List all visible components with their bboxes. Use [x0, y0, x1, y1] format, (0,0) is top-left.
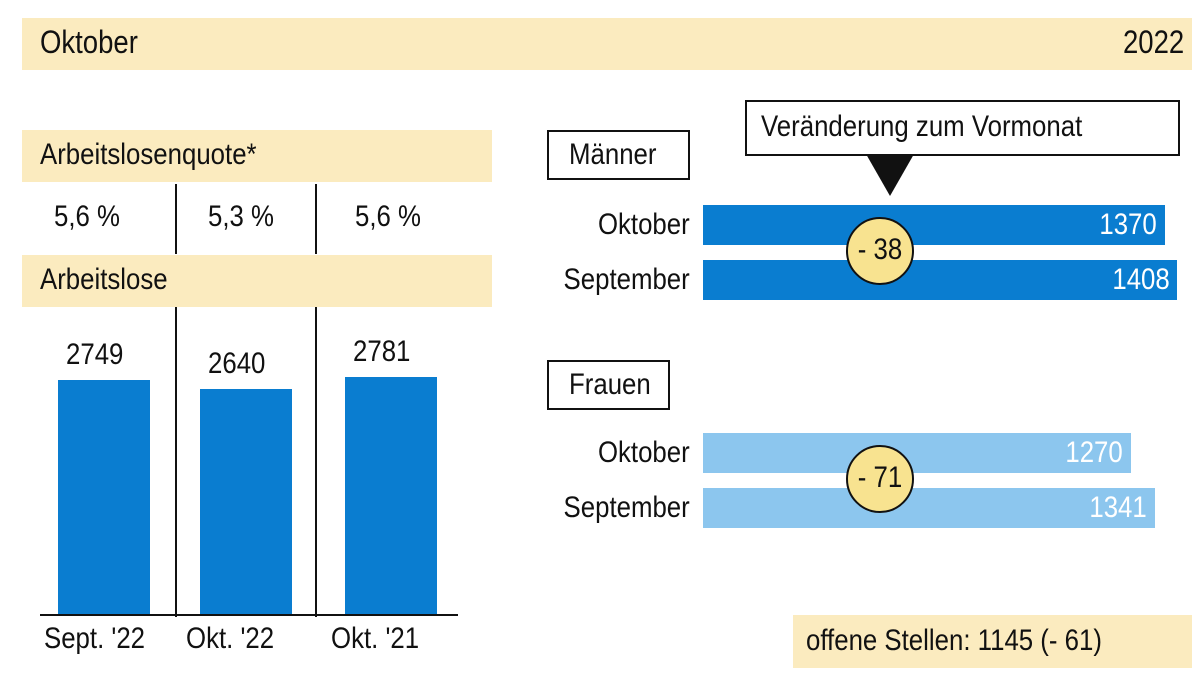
row-label: Oktober	[598, 436, 690, 469]
women-title: Frauen	[569, 368, 651, 401]
change-value: - 71	[857, 461, 903, 494]
callout-box: Veränderung zum Vormonat	[745, 100, 1180, 156]
men-box: Männer	[547, 130, 690, 180]
bar	[703, 433, 1131, 473]
women-box: Frauen	[547, 360, 670, 410]
callout-arrow-icon	[866, 154, 914, 196]
header-band	[22, 18, 1192, 70]
bar	[200, 389, 292, 615]
rate-value: 5,3 %	[208, 200, 274, 233]
header-month: Oktober	[40, 24, 138, 60]
category-label: Okt. '22	[186, 622, 275, 655]
row-label: September	[563, 491, 690, 524]
divider	[175, 184, 177, 254]
bar-value-label: 2640	[208, 347, 266, 381]
divider	[315, 307, 317, 617]
rate-title: Arbeitslosenquote*	[40, 138, 257, 171]
row-label: Oktober	[598, 208, 690, 241]
divider	[175, 307, 177, 617]
bar	[703, 205, 1165, 245]
baseline	[40, 614, 458, 616]
bar-value-label: 2749	[66, 337, 124, 371]
header-year: 2022	[1122, 24, 1184, 60]
bar	[703, 260, 1178, 300]
rate-value: 5,6 %	[54, 200, 120, 233]
bar-value-label: 2781	[353, 335, 411, 369]
unemployed-band	[22, 255, 492, 307]
men-title: Männer	[569, 138, 657, 171]
change-value: - 38	[857, 233, 903, 266]
bar-value-label: 1370	[1099, 208, 1157, 241]
divider	[315, 184, 317, 254]
callout-text: Veränderung zum Vormonat	[761, 110, 1083, 143]
category-label: Sept. '22	[44, 622, 146, 655]
bar	[345, 377, 437, 615]
footer-band	[793, 615, 1192, 668]
bar-value-label: 1408	[1112, 263, 1170, 296]
bar	[703, 488, 1155, 528]
open-positions: offene Stellen: 1145 (- 61)	[806, 624, 1102, 657]
category-label: Okt. '21	[331, 622, 420, 655]
change-badge: - 71	[846, 445, 914, 513]
bar	[58, 379, 150, 615]
rate-band	[22, 130, 492, 182]
rate-value: 5,6 %	[355, 200, 421, 233]
change-badge: - 38	[846, 217, 914, 285]
unemployed-title: Arbeitslose	[40, 263, 168, 296]
bar-value-label: 1341	[1089, 491, 1147, 524]
row-label: September	[563, 263, 690, 296]
bar-value-label: 1270	[1065, 436, 1123, 469]
